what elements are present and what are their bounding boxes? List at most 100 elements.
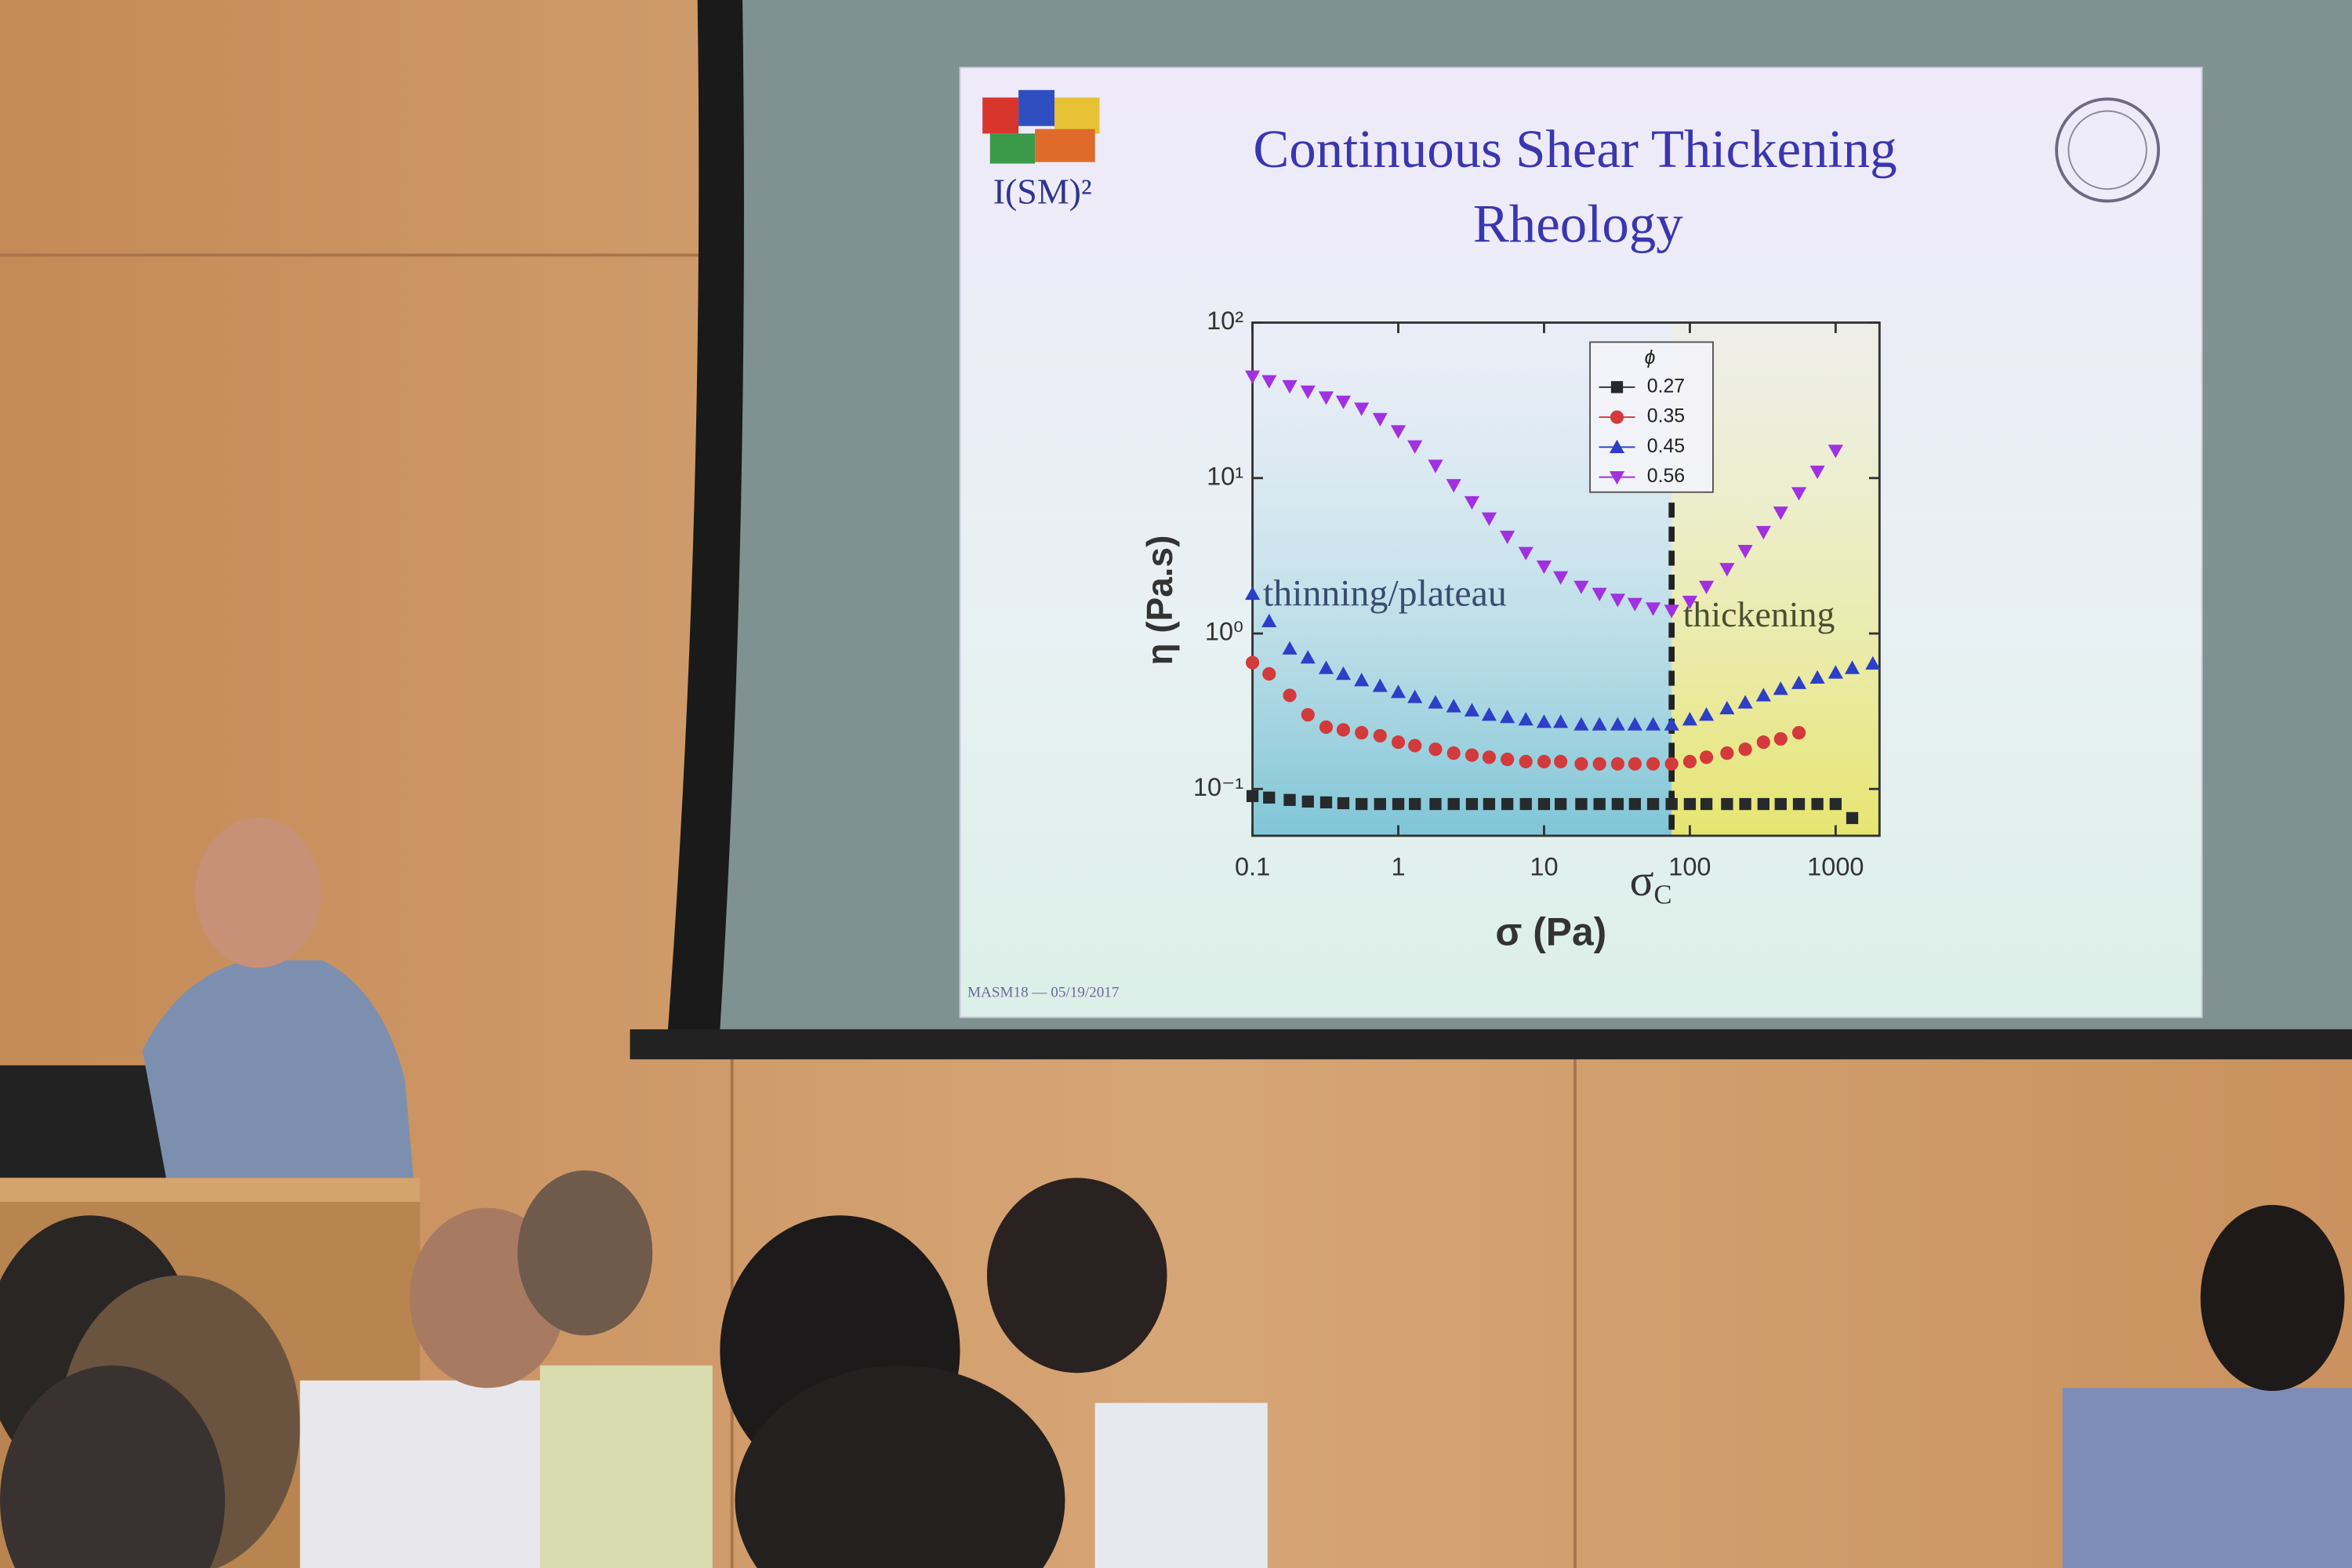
data-point (1318, 391, 1334, 405)
logo-block (1035, 129, 1095, 162)
data-point (1301, 795, 1314, 808)
data-point (1319, 720, 1334, 735)
data-point (1464, 702, 1480, 717)
legend-marker (1610, 410, 1624, 424)
data-point (1791, 675, 1807, 689)
x-tick-label: 1 (1391, 853, 1405, 881)
x-axis-label: σ (Pa) (1495, 909, 1606, 953)
data-point (1664, 717, 1679, 731)
podium-top (0, 1178, 420, 1203)
data-point (1481, 512, 1497, 526)
data-point (1537, 797, 1551, 811)
slide-title: Rheology (1473, 194, 1683, 254)
data-point (1720, 746, 1734, 760)
data-point (1336, 723, 1351, 737)
seal (2055, 97, 2161, 203)
data-point (1865, 655, 1881, 670)
data-point (1300, 385, 1316, 400)
data-point (1354, 673, 1370, 687)
data-point (1262, 666, 1276, 681)
y-tick-label: 10⁰ (1205, 618, 1243, 646)
data-point (1665, 797, 1678, 811)
data-point (1592, 757, 1606, 771)
logo-text: I(SM)² (993, 171, 1092, 211)
y-tick-label: 10⁻¹ (1193, 773, 1243, 801)
data-point (1774, 797, 1787, 811)
data-point (1683, 797, 1697, 811)
data-point (1390, 425, 1406, 439)
data-point (1283, 688, 1297, 702)
data-point (1739, 797, 1751, 811)
data-point (1355, 726, 1369, 740)
audience-body (1094, 1403, 1268, 1568)
data-point (1755, 688, 1771, 702)
data-point (1481, 707, 1497, 721)
data-point (1374, 797, 1386, 811)
critical-symbol: σ (1630, 856, 1654, 906)
data-point (1610, 593, 1625, 608)
logo-block (1018, 89, 1055, 126)
data-point (1721, 797, 1733, 811)
data-point (1664, 757, 1679, 771)
data-point (1627, 717, 1642, 731)
data-point (1501, 752, 1515, 767)
data-point (1573, 580, 1589, 594)
data-point (1791, 487, 1807, 501)
data-point (1627, 597, 1642, 612)
critical-label: σC (1630, 856, 1672, 909)
data-point (1536, 714, 1552, 728)
data-point (1446, 699, 1461, 713)
y-tick-label: 10¹ (1207, 462, 1243, 490)
legend-label: 0.35 (1647, 405, 1685, 427)
y-tick-label: 10² (1207, 307, 1243, 335)
data-point (1482, 750, 1497, 764)
data-point (1319, 796, 1333, 809)
data-point (1809, 670, 1825, 684)
legend-label: 0.27 (1647, 375, 1685, 397)
data-point (1483, 797, 1496, 811)
data-point (1354, 402, 1370, 416)
data-point (1465, 797, 1479, 811)
data-point (1828, 665, 1843, 679)
data-point (1846, 811, 1859, 825)
data-point (1844, 660, 1860, 674)
data-point (1737, 545, 1753, 559)
data-point (1537, 754, 1552, 769)
laptop (0, 1065, 173, 1178)
data-point (1664, 604, 1679, 619)
data-point (1282, 379, 1298, 394)
data-point (1682, 754, 1697, 769)
audience-head (517, 1170, 653, 1336)
data-point (1811, 797, 1824, 811)
x-tick-label: 1000 (1807, 853, 1864, 881)
screen-bar (630, 1029, 2352, 1060)
data-point (1373, 728, 1387, 743)
data-point (1792, 797, 1806, 811)
presenter-head (194, 818, 321, 968)
legend-label: 0.56 (1647, 465, 1685, 487)
data-point (1682, 712, 1697, 726)
y-axis-label: η (Pa.s) (1139, 535, 1180, 666)
data-point (1554, 797, 1567, 811)
data-point (1335, 395, 1352, 409)
logo-block (1054, 97, 1100, 134)
data-point (1536, 560, 1552, 575)
slide-footer: MASM18 — 05/19/2017 (967, 984, 1120, 1000)
data-point (1628, 757, 1642, 771)
audience-head (986, 1178, 1167, 1374)
data-point (1610, 717, 1625, 731)
data-point (1755, 525, 1771, 540)
data-point (1501, 797, 1514, 811)
chart: 0.1 1 10 100 1000 10⁻¹ 10⁰ 10¹ 10² σ (Pa) η (Pa.s)… (1139, 307, 1881, 953)
data-point (1245, 586, 1261, 601)
data-point (1428, 742, 1443, 757)
data-point (1392, 797, 1405, 811)
data-point (1428, 459, 1443, 474)
data-point (1646, 797, 1660, 811)
data-point (1356, 797, 1368, 811)
data-point (1700, 797, 1713, 811)
data-point (1429, 797, 1442, 811)
data-point (1464, 495, 1480, 510)
data-point (1575, 797, 1588, 811)
data-point (1500, 530, 1515, 545)
